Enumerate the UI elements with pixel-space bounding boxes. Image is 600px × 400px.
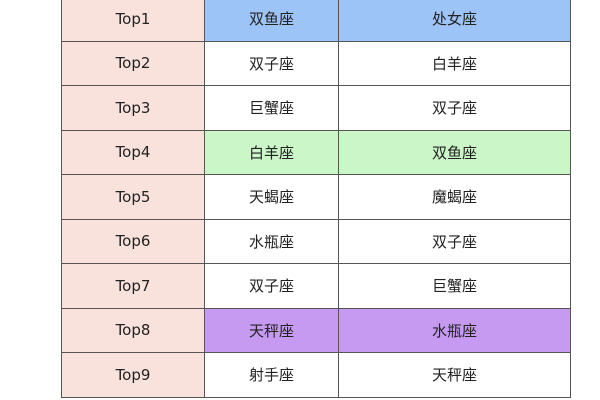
rank-cell: Top3 (61, 85, 205, 131)
sign-cell-a: 巨蟹座 (204, 85, 339, 131)
sign-cell-b: 巨蟹座 (338, 263, 571, 309)
ranking-table: Top1 双鱼座 处女座 Top2 双子座 白羊座 Top3 巨蟹座 双子座 Top4 白羊座 双鱼座… (61, 0, 571, 398)
sign-cell-b: 天秤座 (338, 352, 571, 398)
table-row: Top9 射手座 天秤座 (61, 352, 571, 398)
rank-cell: Top9 (61, 352, 205, 398)
rank-cell: Top8 (61, 307, 205, 353)
sign-cell-b: 双子座 (338, 218, 571, 264)
table-row: Top7 双子座 巨蟹座 (61, 263, 571, 309)
sign-cell-b: 双子座 (338, 85, 571, 131)
table-row: Top2 双子座 白羊座 (61, 40, 571, 86)
sign-cell-a: 双子座 (204, 263, 339, 309)
rank-cell: Top7 (61, 263, 205, 309)
table-row: Top6 水瓶座 双子座 (61, 218, 571, 264)
sign-cell-b: 处女座 (338, 0, 571, 42)
rank-cell: Top6 (61, 218, 205, 264)
table-row: Top5 天蝎座 魔蝎座 (61, 174, 571, 220)
rank-cell: Top5 (61, 174, 205, 220)
table-row: Top1 双鱼座 处女座 (61, 0, 571, 42)
sign-cell-a: 双鱼座 (204, 0, 339, 42)
sign-cell-a: 双子座 (204, 40, 339, 86)
sign-cell-a: 水瓶座 (204, 218, 339, 264)
sign-cell-b: 水瓶座 (338, 307, 571, 353)
table-row: Top4 白羊座 双鱼座 (61, 129, 571, 175)
table-row: Top8 天秤座 水瓶座 (61, 307, 571, 353)
table-row: Top3 巨蟹座 双子座 (61, 85, 571, 131)
rank-cell: Top1 (61, 0, 205, 42)
sign-cell-a: 天秤座 (204, 307, 339, 353)
sign-cell-b: 魔蝎座 (338, 174, 571, 220)
rank-cell: Top2 (61, 40, 205, 86)
sign-cell-a: 天蝎座 (204, 174, 339, 220)
sign-cell-b: 白羊座 (338, 40, 571, 86)
rank-cell: Top4 (61, 129, 205, 175)
sign-cell-a: 射手座 (204, 352, 339, 398)
ranking-table-body: Top1 双鱼座 处女座 Top2 双子座 白羊座 Top3 巨蟹座 双子座 Top4 白羊座 双鱼座… (61, 0, 571, 398)
sign-cell-b: 双鱼座 (338, 129, 571, 175)
sign-cell-a: 白羊座 (204, 129, 339, 175)
